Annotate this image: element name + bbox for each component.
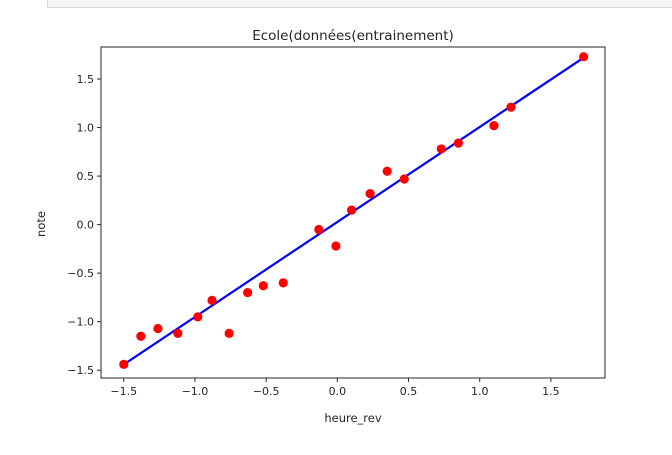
- data-point: [314, 224, 324, 235]
- y-tick-label: 0.5: [77, 170, 95, 183]
- x-tick-label: −0.5: [253, 385, 280, 398]
- data-point: [193, 312, 203, 322]
- data-point: [136, 331, 146, 341]
- x-tick-label: 0.5: [400, 385, 418, 398]
- y-tick-label: −0.5: [67, 267, 94, 280]
- data-point: [119, 359, 129, 370]
- data-point: [436, 144, 446, 154]
- x-tick-label: 1.0: [471, 385, 489, 398]
- data-point: [258, 281, 268, 291]
- y-tick-label: −1.0: [67, 316, 94, 329]
- x-tick-label: 1.5: [542, 385, 560, 398]
- x-tick-label: −1.0: [182, 385, 209, 398]
- data-point: [224, 328, 234, 338]
- data-point: [153, 323, 163, 334]
- data-point: [173, 328, 183, 338]
- data-point: [346, 205, 357, 215]
- data-point: [365, 188, 375, 199]
- data-point: [382, 166, 392, 176]
- chart-title: Ecole(données(entrainement): [252, 28, 454, 44]
- data-point: [399, 174, 409, 184]
- y-tick-label: 1.5: [77, 73, 95, 86]
- notebook-cell-edge: [47, 0, 672, 8]
- x-axis-label: heure_rev: [324, 411, 382, 425]
- y-tick-label: 1.0: [77, 122, 95, 135]
- axes-frame: [100, 46, 606, 379]
- data-point: [453, 138, 463, 148]
- x-tick-label: 0.0: [329, 385, 347, 398]
- x-tick-label: −1.5: [110, 385, 137, 398]
- data-point: [207, 295, 217, 305]
- y-tick-label: 0.0: [77, 219, 95, 232]
- data-point: [579, 52, 589, 62]
- y-tick-label: −1.5: [67, 364, 94, 377]
- data-point: [489, 121, 499, 131]
- data-point: [243, 287, 253, 298]
- plot-area: −1.5 −1.0 −0.5 0.0 0.5 1.0 1.5 −1.5 −1.0 −0.5 0.0 0…: [67, 46, 606, 398]
- data-point: [331, 241, 341, 251]
- data-point: [506, 102, 516, 112]
- y-axis-label: note: [34, 211, 48, 237]
- data-point: [278, 278, 288, 288]
